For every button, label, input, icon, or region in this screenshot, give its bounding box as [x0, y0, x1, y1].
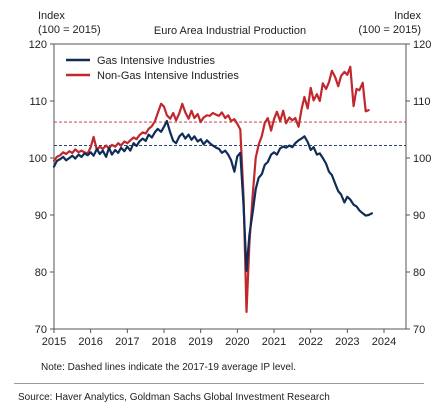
source-text: Source: Haver Analytics, Goldman Sachs G…	[18, 392, 330, 403]
left-axis-label-line2: (100 = 2015)	[38, 24, 101, 36]
y-tick-label-right: 70	[413, 324, 425, 336]
plot-frame	[53, 43, 407, 330]
x-tick-label: 2019	[188, 336, 212, 348]
y-tick-label-right: 100	[413, 153, 431, 165]
y-tick-label-left: 70	[35, 324, 47, 336]
y-tick-label-left: 80	[35, 267, 47, 279]
x-tick-label: 2024	[372, 336, 396, 348]
y-tick-label-right: 80	[413, 267, 425, 279]
x-tick-label: 2016	[78, 336, 102, 348]
right-axis-label-line2: (100 = 2015)	[358, 24, 421, 36]
legend-label-gas: Gas Intensive Industries	[97, 55, 216, 67]
series-lines	[52, 65, 373, 313]
right-axis-label-line1: Index	[394, 10, 421, 22]
x-tick-label: 2015	[42, 336, 66, 348]
reference-lines	[54, 121, 406, 146]
y-tick-label-right: 110	[413, 96, 431, 108]
x-tick-label: 2017	[115, 336, 139, 348]
x-tick-label: 2018	[152, 336, 176, 348]
y-tick-label-right: 90	[413, 210, 425, 222]
legend-label-non-gas: Non-Gas Intensive Industries	[97, 70, 239, 82]
chart-note: Note: Dashed lines indicate the 2017-19 …	[41, 362, 296, 373]
y-tick-label-left: 100	[29, 153, 47, 165]
y-tick-label-left: 110	[29, 96, 47, 108]
x-tick-label: 2022	[298, 336, 322, 348]
chart-title: Euro Area Industrial Production	[154, 25, 306, 37]
chart: Euro Area Industrial Production Index (1…	[29, 10, 432, 348]
series-line-non-gas-intensive-industries	[52, 65, 370, 313]
legend: Gas Intensive Industries Non-Gas Intensi…	[66, 55, 239, 82]
y-tick-label-left: 90	[35, 210, 47, 222]
x-tick-label: 2021	[262, 336, 286, 348]
left-axis-label-line1: Index	[38, 10, 65, 22]
divider	[14, 383, 424, 384]
axis-ticks: 2015 2016 2017 2018 2019 2020 2021 2022 2023 2024…	[29, 39, 432, 348]
x-tick-label: 2023	[335, 336, 359, 348]
y-tick-label-right: 120	[413, 39, 431, 51]
series-line-gas-intensive-industries	[52, 119, 373, 272]
y-tick-label-left: 120	[29, 39, 47, 51]
x-tick-label: 2020	[225, 336, 249, 348]
